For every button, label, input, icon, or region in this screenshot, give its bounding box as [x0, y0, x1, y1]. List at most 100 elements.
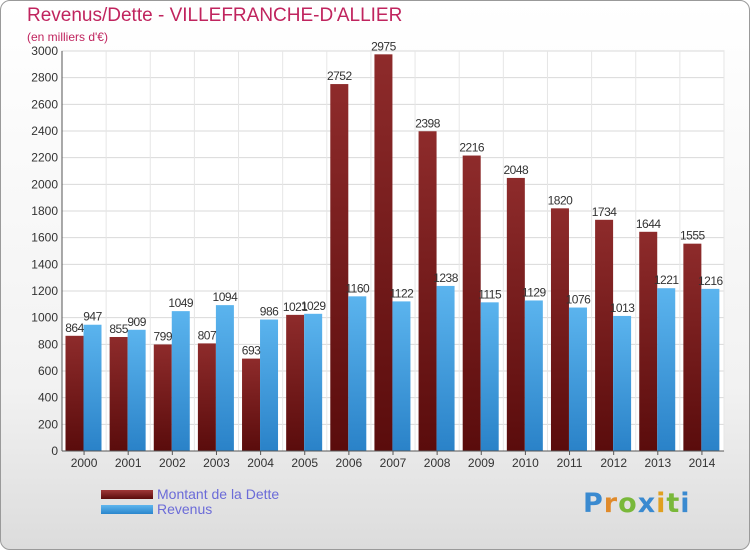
x-tick-label: 2000	[71, 456, 98, 470]
data-label-dette: 1644	[636, 217, 662, 231]
x-tick-label: 2012	[600, 456, 627, 470]
y-tick-label: 1400	[31, 257, 58, 271]
bar-revenus	[392, 301, 411, 451]
logo-letter: o	[618, 488, 638, 519]
proxiti-logo: Proxiti	[583, 488, 691, 519]
logo-letter: i	[656, 488, 667, 519]
x-tick-label: 2011	[557, 456, 583, 470]
bar-dette	[153, 344, 172, 451]
data-label-revenus: 1029	[301, 299, 327, 313]
data-label-revenus: 1221	[654, 273, 680, 287]
data-label-revenus: 1129	[522, 285, 547, 299]
data-label-dette: 1555	[680, 229, 706, 243]
x-tick-label: 2009	[468, 456, 495, 470]
x-tick-label: 2014	[689, 456, 716, 470]
logo-letter: r	[603, 488, 619, 519]
y-tick-label: 2400	[31, 124, 58, 138]
data-label-dette: 1734	[592, 205, 618, 219]
bar-dette	[550, 208, 569, 451]
y-tick-label: 1000	[31, 311, 58, 325]
y-tick-label: 1600	[31, 231, 58, 245]
data-label-dette: 2048	[503, 163, 529, 177]
legend-swatch-revenus	[101, 505, 153, 514]
bar-revenus	[436, 285, 455, 451]
logo-letter: t	[666, 488, 681, 519]
bar-revenus	[613, 315, 632, 451]
bar-dette	[639, 231, 658, 451]
data-label-revenus: 1238	[433, 271, 459, 285]
data-label-dette: 2752	[327, 69, 353, 83]
x-tick-label: 2013	[644, 456, 671, 470]
bar-dette	[462, 155, 481, 452]
data-label-revenus: 1013	[610, 301, 636, 315]
bar-dette	[65, 335, 84, 451]
bar-revenus	[568, 307, 587, 451]
bar-dette	[418, 131, 437, 451]
y-tick-label: 200	[38, 417, 58, 431]
logo-letter: i	[680, 488, 691, 519]
bar-revenus	[260, 319, 279, 451]
bar-dette	[109, 337, 128, 451]
bar-dette	[197, 343, 216, 451]
bar-revenus	[304, 313, 323, 451]
bar-dette	[242, 358, 261, 451]
data-label-revenus: 1094	[213, 290, 239, 304]
bar-revenus	[348, 296, 367, 451]
data-label-dette: 2398	[415, 116, 441, 130]
y-tick-label: 1800	[31, 204, 58, 218]
bar-revenus	[524, 300, 543, 451]
data-label-revenus: 947	[83, 310, 102, 324]
data-label-revenus: 1122	[390, 286, 415, 300]
logo-letter: x	[637, 488, 657, 519]
y-tick-label: 0	[51, 444, 58, 458]
y-tick-label: 2600	[31, 97, 58, 111]
bar-dette	[330, 84, 349, 452]
x-tick-label: 2005	[291, 456, 318, 470]
x-tick-label: 2006	[336, 456, 363, 470]
x-tick-label: 2010	[512, 456, 539, 470]
bar-revenus	[83, 324, 102, 451]
y-tick-label: 2800	[31, 71, 58, 85]
data-label-revenus: 1115	[478, 287, 502, 301]
x-tick-label: 2008	[424, 456, 451, 470]
bar-revenus	[171, 311, 190, 451]
y-tick-label: 2200	[31, 151, 58, 165]
y-tick-label: 400	[38, 391, 58, 405]
data-label-dette: 2975	[371, 39, 397, 53]
x-tick-label: 2003	[203, 456, 230, 470]
data-label-dette: 799	[154, 329, 173, 343]
data-label-revenus: 909	[127, 315, 146, 329]
bar-revenus	[215, 305, 234, 451]
bar-dette	[374, 54, 393, 451]
x-tick-label: 2004	[247, 456, 274, 470]
data-label-dette: 693	[242, 344, 261, 358]
data-label-revenus: 1216	[698, 274, 724, 288]
bar-revenus	[701, 288, 720, 451]
data-label-dette: 855	[109, 322, 128, 336]
x-tick-label: 2001	[115, 456, 142, 470]
bar-revenus	[480, 302, 499, 451]
legend-label-dette: Montant de la Dette	[157, 486, 280, 502]
x-tick-label: 2002	[159, 456, 186, 470]
legend-label-revenus: Revenus	[157, 501, 213, 517]
bar-dette	[683, 243, 702, 451]
bar-revenus	[657, 288, 676, 451]
data-label-dette: 1820	[548, 193, 574, 207]
data-label-dette: 864	[65, 321, 84, 335]
y-tick-label: 600	[38, 364, 58, 378]
data-label-revenus: 1076	[566, 293, 592, 307]
data-label-revenus: 1049	[168, 296, 194, 310]
data-label-revenus: 986	[260, 305, 279, 319]
chart-subtitle: (en milliers d'€)	[27, 30, 108, 44]
y-tick-label: 2000	[31, 177, 58, 191]
bar-dette	[286, 314, 305, 451]
logo-letter: P	[583, 488, 604, 519]
y-tick-label: 3000	[31, 44, 58, 58]
bar-revenus	[127, 329, 146, 451]
bar-dette	[595, 219, 614, 451]
data-label-dette: 807	[198, 328, 217, 342]
legend-swatch-dette	[101, 490, 153, 499]
chart-title: Revenus/Dette - VILLEFRANCHE-D'ALLIER	[27, 5, 403, 26]
